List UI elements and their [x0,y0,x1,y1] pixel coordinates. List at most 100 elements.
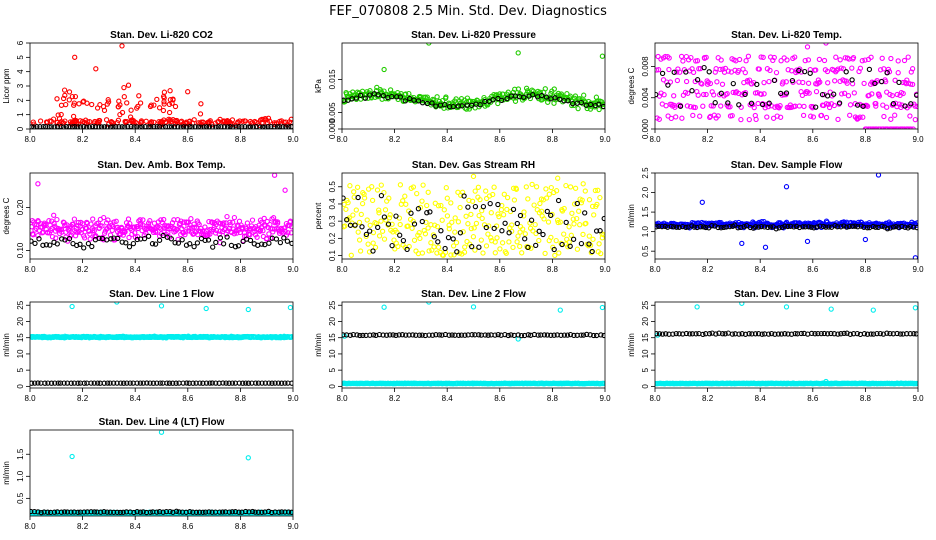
data-point [571,201,578,207]
data-point [396,332,402,338]
data-point [754,81,760,88]
data-point [259,241,265,247]
data-point [125,82,132,88]
data-point [673,330,679,337]
data-point [168,124,175,129]
x-tick-label: 8.6 [182,135,194,144]
data-point [156,105,163,111]
data-point [765,224,771,231]
data-point [740,66,746,72]
data-point [679,115,685,121]
data-point [407,95,413,102]
data-point [841,90,848,96]
x-tick-label: 8.6 [807,265,819,274]
data-point [559,241,565,248]
y-tick-label: 0.5 [328,181,337,193]
data-point [156,509,163,515]
data-point [198,101,204,107]
data-point [542,86,548,92]
data-point [183,229,189,235]
data-point [55,380,61,386]
data-point [670,224,677,230]
data-point [386,195,392,201]
data-point [596,101,602,107]
data-point [895,126,901,129]
data-point [495,100,501,107]
data-point [32,240,38,247]
data-point [773,69,780,76]
data-point [700,91,707,98]
data-point [495,211,501,217]
series-all [30,302,293,341]
data-point [778,90,784,97]
series-sampled [342,192,605,255]
data-point [785,223,791,230]
data-point [113,218,119,224]
data-point [71,100,77,106]
data-point [365,241,371,247]
data-point [193,509,200,515]
data-point [541,332,548,338]
data-point [257,117,264,123]
data-point [456,332,462,338]
data-point [835,116,841,123]
data-point [841,223,847,229]
data-point [69,303,75,310]
data-point [438,228,444,234]
data-point [420,182,426,188]
data-point [831,102,837,109]
data-point [718,57,724,63]
data-point [458,332,465,338]
data-point [525,332,531,338]
data-point [400,198,406,204]
data-point [94,105,101,111]
data-point [691,224,697,230]
x-tick-label: 8.2 [702,135,714,144]
data-point [151,102,157,108]
data-point [586,241,592,247]
data-point [719,81,726,87]
data-point [485,332,491,338]
data-point [784,57,790,63]
data-point [553,188,560,194]
data-point [832,78,838,84]
data-point [775,331,782,337]
plot-area [342,43,605,113]
data-point [52,124,58,129]
data-point [671,69,677,75]
data-point [158,303,165,309]
data-point [695,92,701,98]
data-point [849,77,855,83]
data-point [544,332,551,338]
data-point [224,118,231,124]
data-point [462,244,468,250]
data-point [68,380,74,386]
data-point [245,306,251,313]
data-point [81,98,87,104]
data-point [601,332,605,339]
data-point [438,202,444,209]
data-point [449,219,455,225]
data-point [134,236,140,243]
data-point [288,334,293,340]
x-tick-label: 9.0 [287,265,299,274]
data-point [139,124,145,129]
data-point [687,331,693,337]
data-point [245,380,252,386]
data-point [730,80,736,87]
series-sampled [342,331,605,339]
data-point [567,184,574,190]
data-point [727,104,733,110]
data-point [354,332,360,338]
data-point [75,222,81,229]
data-point [453,239,460,246]
data-point [210,244,216,250]
data-point [542,250,548,257]
data-point [381,66,387,73]
data-point [382,207,389,213]
data-point [659,223,665,230]
data-point [755,331,762,337]
data-point [209,380,215,386]
data-point [700,103,706,109]
data-point [390,332,396,338]
